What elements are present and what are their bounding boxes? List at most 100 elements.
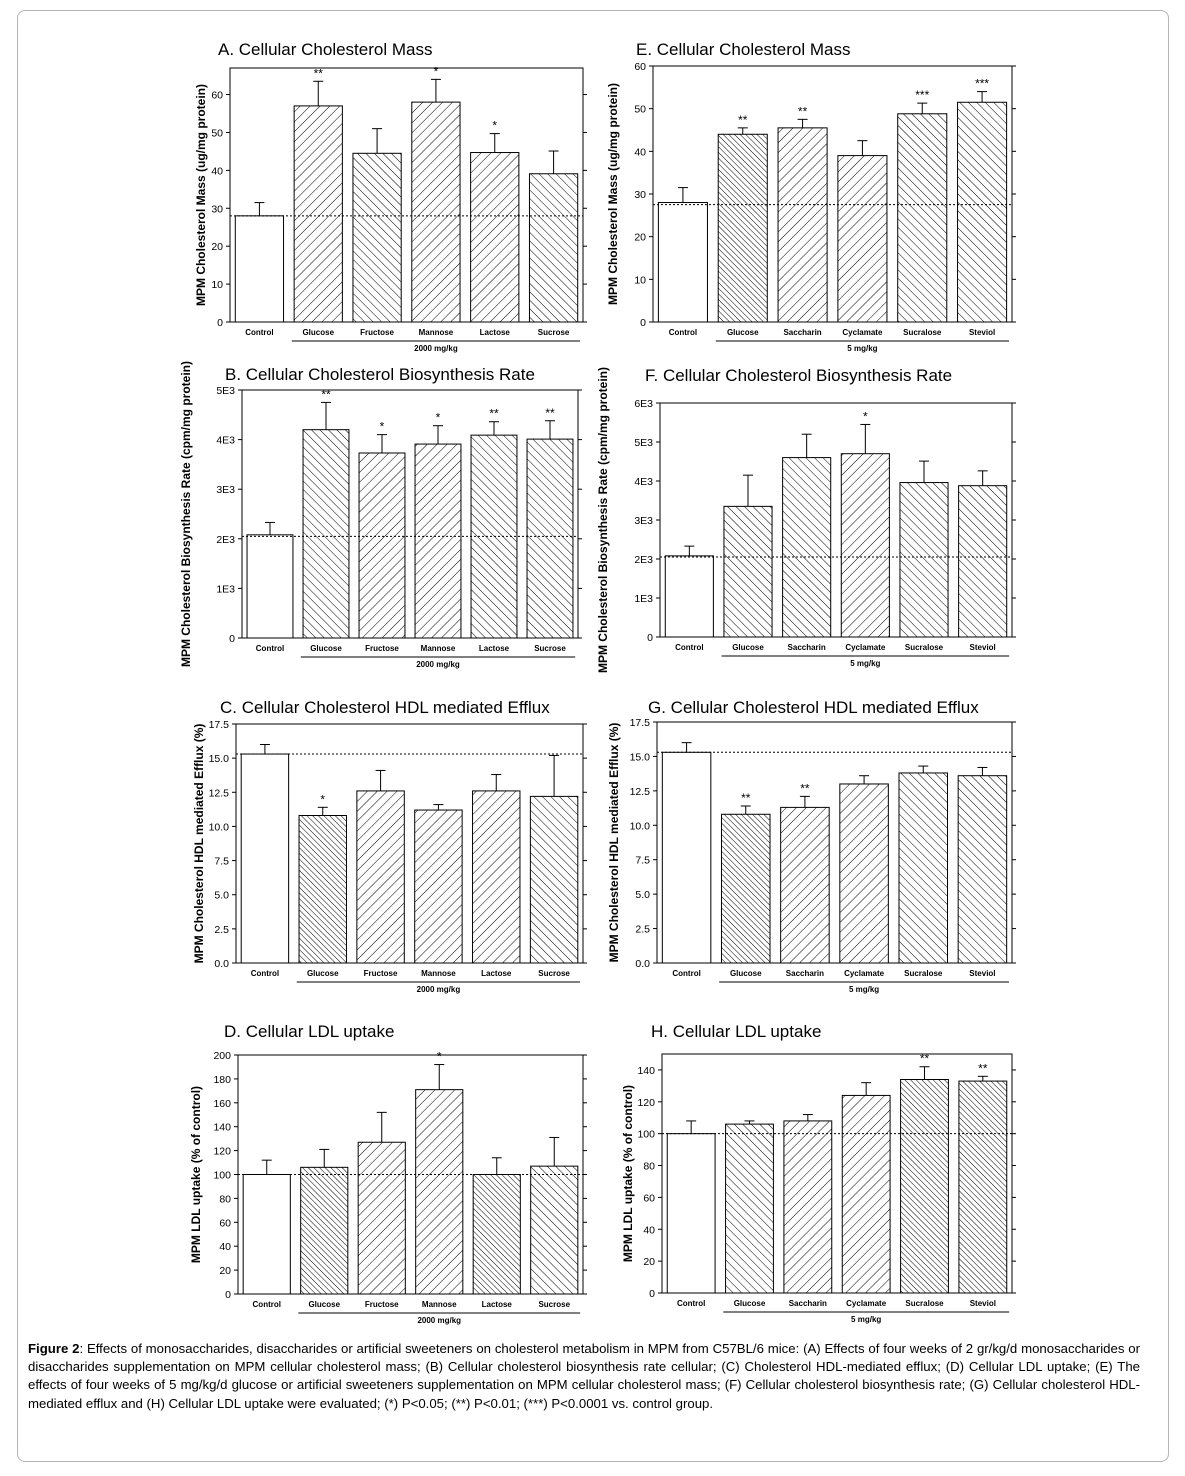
panel-a-plot-area bbox=[229, 67, 584, 323]
panel-b-bar-sucrose bbox=[526, 438, 574, 639]
panel-c-bar-glucose bbox=[298, 815, 347, 964]
panel-e-significance: *** bbox=[915, 88, 929, 102]
panel-f-ytick-label: 2E3 bbox=[634, 554, 653, 566]
panel-e-category-label: Sucralose bbox=[903, 328, 942, 337]
panel-e-bar-glucose bbox=[717, 133, 768, 323]
panel-g-ytick-label: 10.0 bbox=[630, 820, 651, 832]
panel-b-category-label: Lactose bbox=[479, 644, 510, 653]
panel-e-bar-cyclamate bbox=[837, 155, 888, 323]
panel-d-ytick-label: 20 bbox=[219, 1265, 231, 1277]
panel-a-significance: * bbox=[434, 64, 439, 78]
panel-b-bar-mannose bbox=[414, 443, 462, 639]
panel-g-category-label: Cyclamate bbox=[844, 969, 885, 978]
panel-h-significance: ** bbox=[920, 1052, 930, 1066]
panel-d-significance: * bbox=[437, 1050, 442, 1064]
panel-e-bar-steviol bbox=[957, 101, 1008, 323]
panel-a-ytick-label: 30 bbox=[211, 203, 223, 215]
panel-a-title: A. Cellular Cholesterol Mass bbox=[218, 40, 432, 59]
panel-b-significance: * bbox=[380, 420, 385, 434]
panel-d-category-label: Control bbox=[253, 1300, 281, 1309]
panel-g-category-label: Sucralose bbox=[904, 969, 943, 978]
panel-b-bar-glucose bbox=[302, 429, 350, 639]
panel-f-title: F. Cellular Cholesterol Biosynthesis Rat… bbox=[645, 366, 952, 385]
panel-a-category-label: Fructose bbox=[360, 328, 394, 337]
panel-b-significance: * bbox=[436, 411, 441, 425]
panel-b-category-label: Glucose bbox=[310, 644, 342, 653]
panel-g-ytick-label: 2.5 bbox=[635, 924, 650, 936]
panel-d-bar-sucrose bbox=[530, 1165, 579, 1295]
panel-c-y-axis-label: MPM Cholesterol HDL mediated Efflux (%) bbox=[192, 724, 206, 964]
panel-c-ytick-label: 2.5 bbox=[214, 924, 229, 936]
panel-d-category-label: Sucrose bbox=[538, 1300, 570, 1309]
panel-a-ytick-label: 40 bbox=[211, 165, 223, 177]
panel-f-category-label: Control bbox=[675, 643, 703, 652]
panel-c-ytick-label: 7.5 bbox=[214, 856, 229, 868]
panel-a-bar-lactose bbox=[470, 152, 520, 323]
panel-c-ytick-label: 0.0 bbox=[214, 958, 229, 970]
panel-f-group-label: 5 mg/kg bbox=[850, 659, 880, 668]
panel-c-category-label: Lactose bbox=[481, 969, 512, 978]
panel-f-category-label: Sucralose bbox=[905, 643, 944, 652]
panel-e-ytick-label: 30 bbox=[634, 189, 646, 201]
panel-e-significance: ** bbox=[798, 104, 808, 118]
panel-g-ytick-label: 17.5 bbox=[630, 717, 651, 729]
panel-b-bar-control bbox=[246, 534, 294, 639]
panel-c-group-label: 2000 mg/kg bbox=[417, 985, 461, 994]
panel-f-significance: * bbox=[863, 409, 868, 423]
panel-b-significance: ** bbox=[321, 387, 331, 401]
panel-a-significance: * bbox=[492, 119, 497, 133]
panel-b-title: B. Cellular Cholesterol Biosynthesis Rat… bbox=[225, 365, 535, 384]
panel-d-category-label: Mannose bbox=[422, 1300, 457, 1309]
panel-a-bar-glucose bbox=[293, 105, 343, 323]
panel-g-ytick-label: 12.5 bbox=[630, 786, 651, 798]
panel-c-bar-fructose bbox=[356, 790, 405, 964]
panel-d-ytick-label: 80 bbox=[219, 1193, 231, 1205]
panel-g-category-label: Control bbox=[672, 969, 700, 978]
panel-a-ytick-label: 10 bbox=[211, 279, 223, 291]
panel-h-significance: ** bbox=[978, 1061, 988, 1075]
panel-b-category-label: Fructose bbox=[365, 644, 399, 653]
panel-c-bar-sucrose bbox=[529, 795, 579, 964]
panel-b-ytick-label: 5E3 bbox=[216, 385, 235, 397]
panel-d-ytick-label: 60 bbox=[219, 1217, 231, 1229]
panel-h-bar-control bbox=[666, 1133, 716, 1294]
panel-a-category-label: Glucose bbox=[302, 328, 334, 337]
panel-g-bar-glucose bbox=[720, 813, 771, 964]
panel-g-category-label: Saccharin bbox=[786, 969, 824, 978]
panel-f-bar-saccharin bbox=[782, 457, 832, 638]
panel-b-category-label: Mannose bbox=[421, 644, 456, 653]
panel-a-ytick-label: 0 bbox=[217, 317, 223, 329]
panel-f-bar-sucralose bbox=[899, 482, 949, 638]
panel-h-category-label: Control bbox=[677, 1299, 705, 1308]
panel-f-ytick-label: 5E3 bbox=[634, 437, 653, 449]
panel-d-bar-fructose bbox=[357, 1141, 406, 1295]
panel-b-ytick-label: 4E3 bbox=[216, 435, 235, 447]
panel-c-ytick-label: 15.0 bbox=[209, 753, 230, 765]
panel-b-bar-fructose bbox=[358, 452, 406, 639]
panel-h-ytick-label: 20 bbox=[643, 1256, 655, 1268]
panel-h-category-label: Steviol bbox=[970, 1299, 996, 1308]
panel-d-bar-control bbox=[242, 1174, 291, 1295]
panel-a-ytick-label: 60 bbox=[211, 90, 223, 102]
panel-c-category-label: Fructose bbox=[364, 969, 398, 978]
panel-g-plot-area bbox=[656, 721, 1013, 964]
panel-c-ytick-label: 12.5 bbox=[209, 787, 230, 799]
panel-b-y-axis-label: MPM Cholesterol Biosynthesis Rate (cpm/m… bbox=[179, 361, 193, 667]
panel-g-ytick-label: 7.5 bbox=[635, 855, 650, 867]
panel-e-category-label: Steviol bbox=[969, 328, 995, 337]
panel-h-ytick-label: 80 bbox=[643, 1161, 655, 1173]
panel-g-ytick-label: 5.0 bbox=[635, 889, 650, 901]
panel-g-y-axis-label: MPM Cholesterol HDL mediated Efflux (%) bbox=[607, 723, 621, 963]
panel-b-ytick-label: 0 bbox=[229, 633, 235, 645]
panel-a-bar-fructose bbox=[352, 152, 402, 323]
panel-d-ytick-label: 200 bbox=[213, 1050, 231, 1062]
panel-h-ytick-label: 120 bbox=[637, 1097, 655, 1109]
panel-g-category-label: Steviol bbox=[969, 969, 995, 978]
panel-b-ytick-label: 2E3 bbox=[216, 534, 235, 546]
panel-h-plot-area bbox=[661, 1053, 1013, 1294]
panel-c-ytick-label: 5.0 bbox=[214, 890, 229, 902]
panel-d-title: D. Cellular LDL uptake bbox=[224, 1022, 394, 1041]
panel-h-category-label: Glucose bbox=[734, 1299, 766, 1308]
panel-f-ytick-label: 4E3 bbox=[634, 476, 653, 488]
panel-f-bar-glucose bbox=[723, 505, 773, 638]
